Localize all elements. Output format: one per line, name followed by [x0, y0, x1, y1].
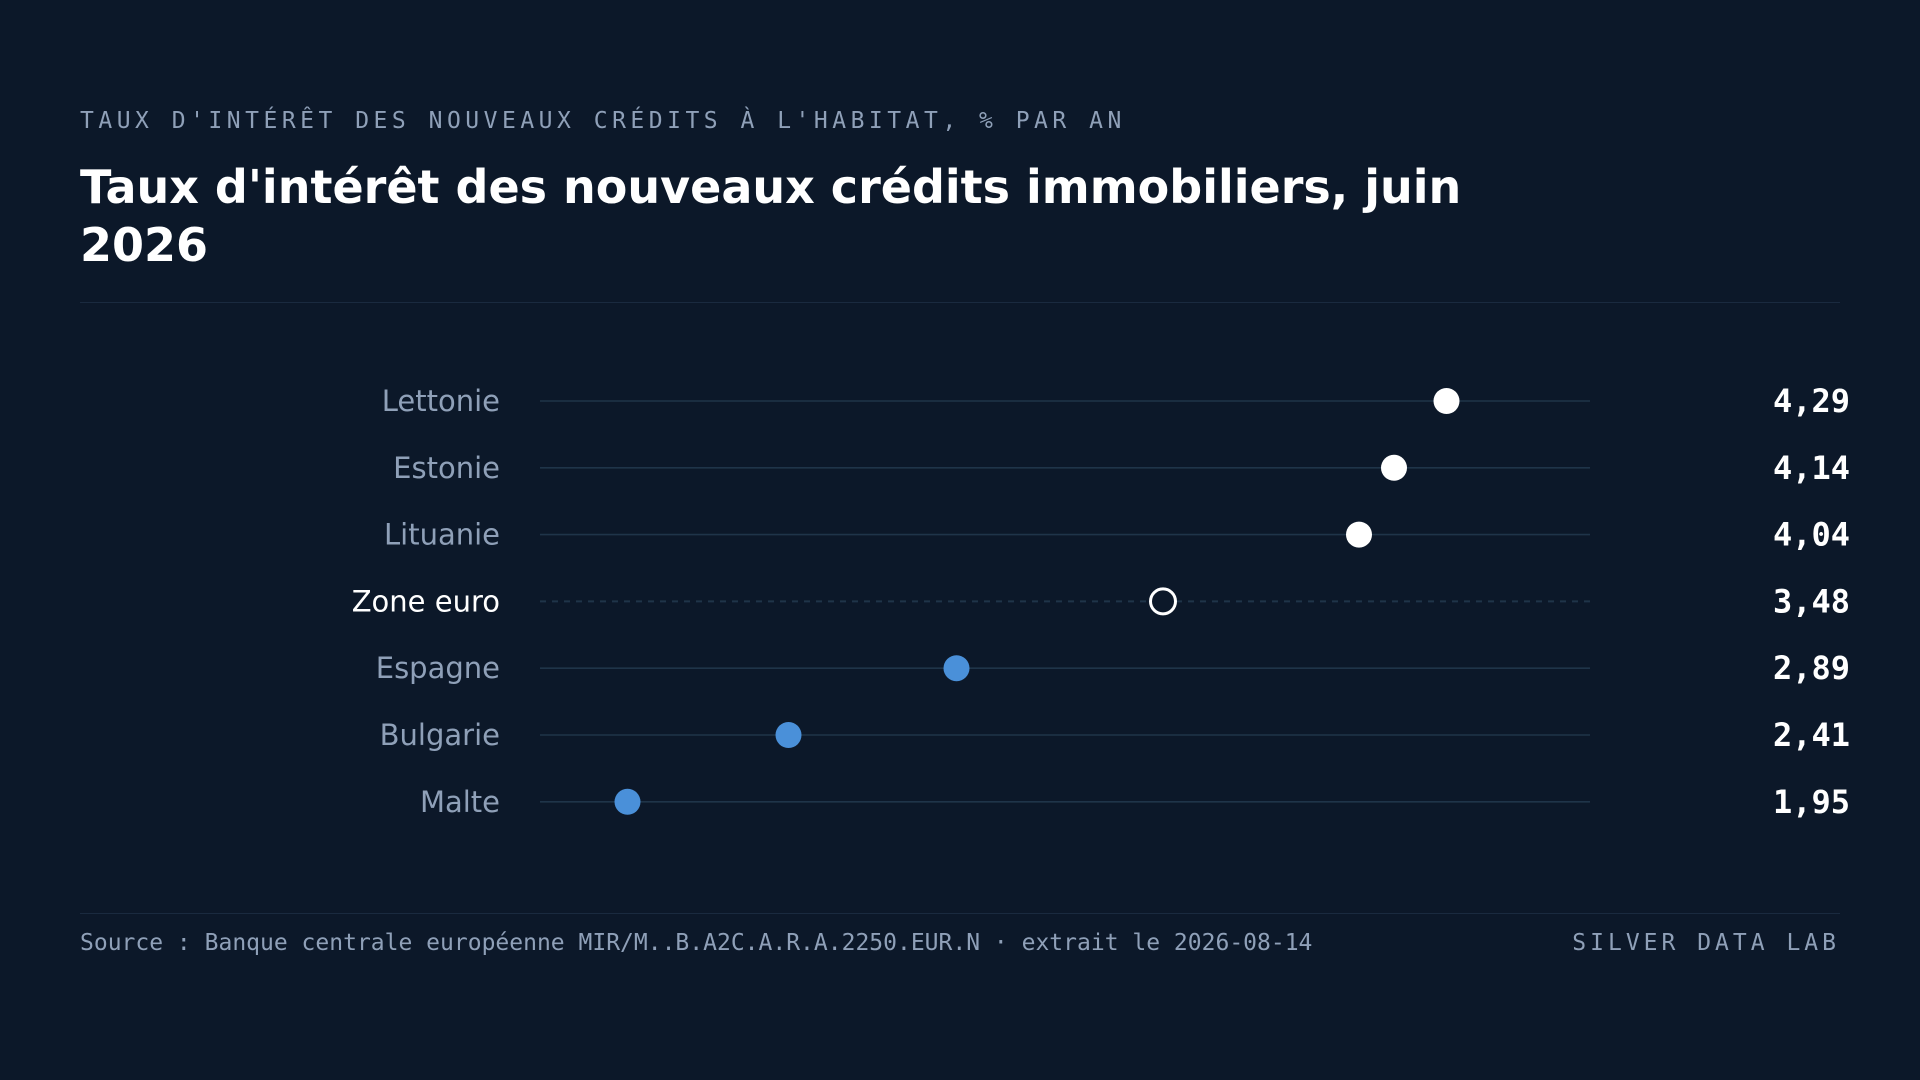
chart-title: Taux d'intérêt des nouveaux crédits immo… [80, 160, 1462, 272]
value-label: 4,29 [1773, 382, 1850, 420]
value-label: 2,41 [1773, 716, 1850, 754]
reference-data-point [1149, 587, 1177, 616]
chart-row: Lettonie 4,29 [382, 382, 1850, 420]
category-label: Malte [420, 785, 500, 819]
chart-row: Bulgarie 2,41 [380, 716, 1850, 754]
value-label: 3,48 [1773, 582, 1850, 620]
category-label: Bulgarie [380, 718, 500, 752]
chart-row: Espagne 2,89 [376, 649, 1850, 687]
data-point [614, 788, 641, 815]
category-label: Estonie [393, 451, 500, 485]
value-label: 4,04 [1773, 516, 1850, 554]
chart-row: Lituanie 4,04 [384, 516, 1850, 554]
category-label: Espagne [376, 651, 500, 685]
data-point [1381, 454, 1407, 481]
chart-row: Zone euro 3,48 [352, 582, 1850, 620]
category-label: Lituanie [384, 518, 500, 552]
header-divider [80, 302, 1840, 303]
footer-divider [80, 913, 1840, 914]
value-label: 1,95 [1773, 783, 1850, 821]
value-label: 2,89 [1773, 649, 1850, 687]
data-point [775, 722, 802, 748]
brand-label: SILVER DATA LAB [1572, 930, 1840, 956]
data-point [1433, 388, 1460, 414]
chart-kicker: TAUX D'INTÉRÊT DES NOUVEAUX CRÉDITS À L'… [80, 108, 1126, 134]
data-point [943, 655, 970, 682]
category-label: Zone euro [352, 584, 500, 618]
value-label: 4,14 [1773, 449, 1850, 487]
chart-row: Malte 1,95 [420, 783, 1850, 821]
category-label: Lettonie [382, 384, 500, 418]
chart-row: Estonie 4,14 [393, 449, 1850, 487]
source-note: Source : Banque centrale européenne MIR/… [80, 930, 1313, 956]
data-point [1346, 521, 1372, 548]
